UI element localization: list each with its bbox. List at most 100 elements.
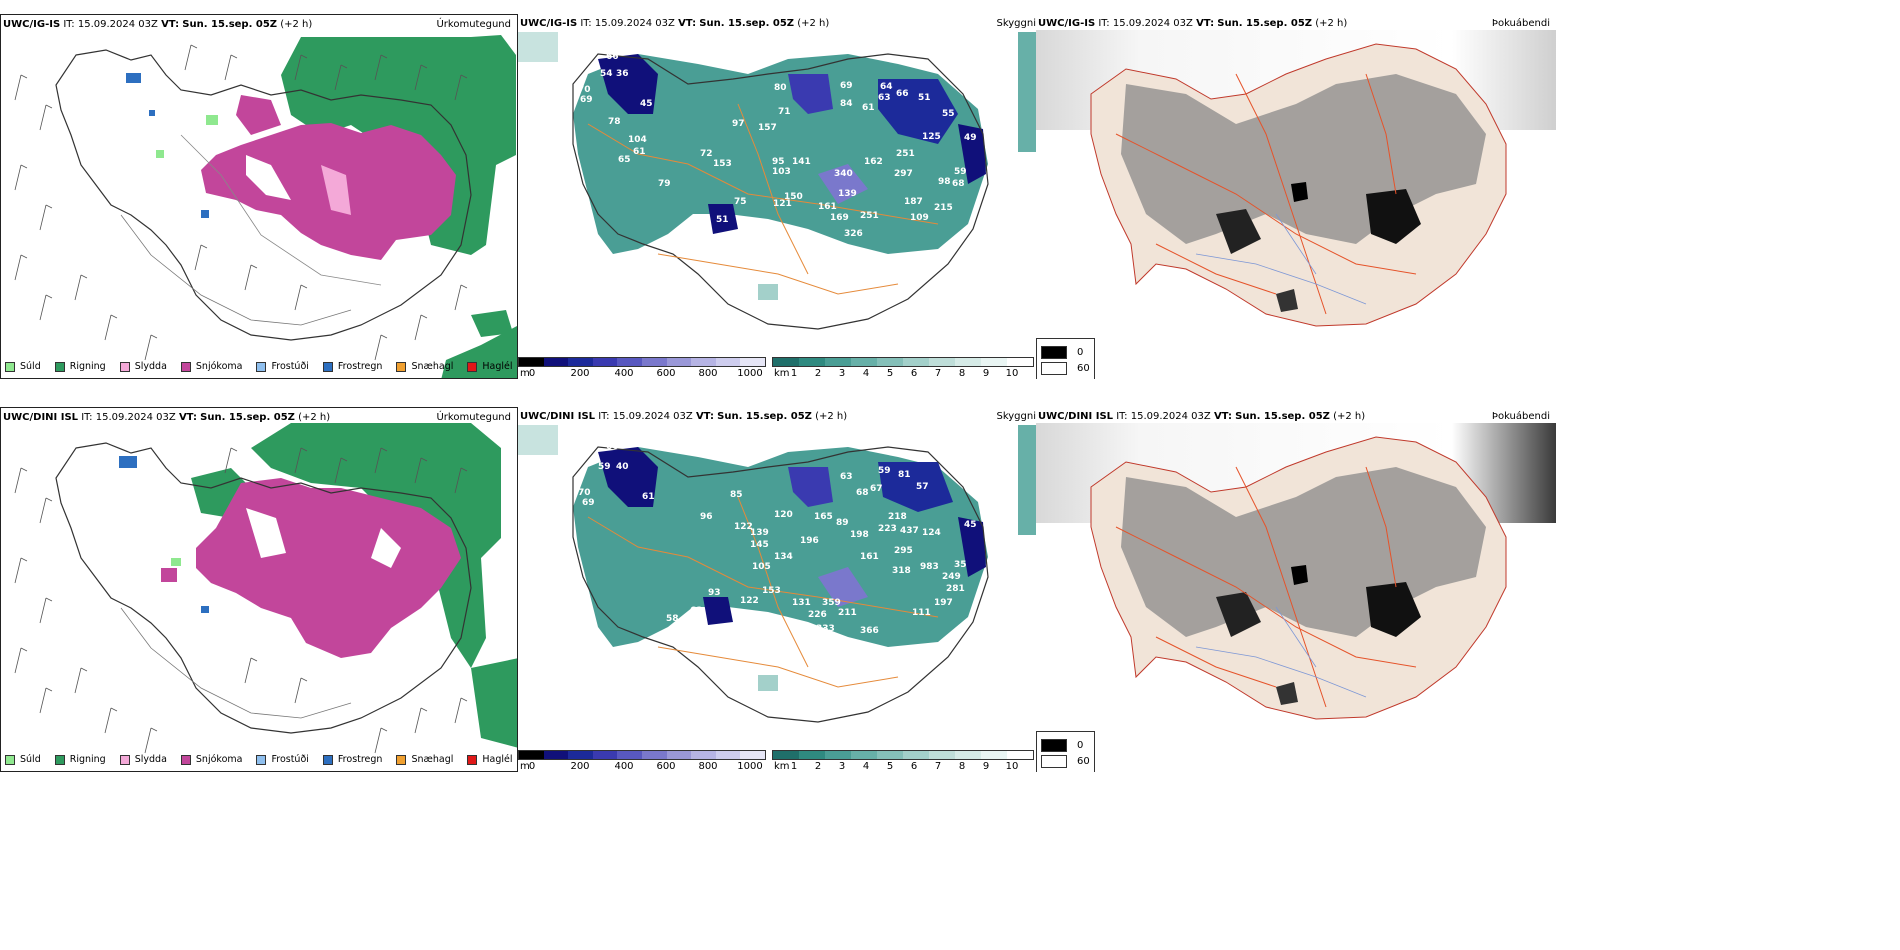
- cloud-base-value: 161: [818, 202, 837, 212]
- cloud-base-value: 68: [952, 179, 965, 189]
- cloud-base-value: 59: [878, 466, 891, 476]
- legend-item: Rigning: [54, 754, 106, 765]
- precip-legend-bottom: Súld Rigning Slydda Snjókoma Frostúði Fr…: [5, 754, 513, 765]
- colorbar-tick: 800: [698, 368, 718, 379]
- precip-map-bottom: [14, 423, 517, 754]
- panel-title-cloud-top: UWC/IG-IS IT: 15.09.2024 03Z VT: Sun. 15…: [520, 18, 830, 29]
- cloud-base-value: 295: [894, 546, 913, 556]
- precip-legend-top: Súld Rigning Slydda Snjókoma Frostúði Fr…: [5, 361, 513, 372]
- colorbar-tick: 10: [1005, 761, 1019, 772]
- cloud-base-value: 218: [888, 512, 907, 522]
- cloud-base-value: 297: [894, 169, 913, 179]
- cloud-base-value: 66: [896, 89, 909, 99]
- panel-title-fog-top: UWC/IG-IS IT: 15.09.2024 03Z VT: Sun. 15…: [1038, 18, 1348, 29]
- legend-item: Frostúði: [256, 754, 309, 765]
- fog-index-title: Þokuábendi: [1491, 411, 1550, 422]
- cloud-base-value: 69: [582, 498, 595, 508]
- colorbar-tick: 7: [934, 761, 942, 772]
- cloud-base-value: 251: [860, 211, 879, 221]
- cloud-base-value: 196: [800, 536, 819, 546]
- fog-legend-top: 0 60: [1036, 338, 1095, 379]
- visibility-colorbar-top: km 1 2 3 4 5 6 7 8 9 10: [772, 357, 1034, 379]
- cloud-base-value: 134: [774, 552, 793, 562]
- precip-map-top: [14, 35, 517, 378]
- cloud-base-value: 58: [666, 614, 679, 624]
- panel-title-precip-bottom: UWC/DINI ISL IT: 15.09.2024 03Z VT: Sun.…: [3, 412, 331, 423]
- colorbar-tick: 1: [790, 761, 798, 772]
- legend-item: Frostregn: [322, 754, 382, 765]
- cloud-base-value: 75: [734, 197, 747, 207]
- cloud-base-value: 139: [750, 528, 769, 538]
- cloud-base-value: 81: [898, 470, 911, 480]
- legend-item: Frostúði: [256, 361, 309, 372]
- legend-item: Súld: [5, 361, 41, 372]
- colorbar-tick: 2: [814, 761, 822, 772]
- cloud-base-value: 145: [750, 540, 769, 550]
- legend-item: Slydda: [119, 361, 167, 372]
- cloud-base-value: 69: [580, 95, 593, 105]
- precip-type-title: Úrkomutegund: [436, 19, 511, 30]
- colorbar-tick: 1: [790, 368, 798, 379]
- cloud-visibility-panel-top: 66 54 36 45 70 69 78 104 65 61 79 51 75 …: [518, 14, 1036, 379]
- colorbar-tick: 600: [656, 368, 676, 379]
- colorbar-tick: 1000: [737, 368, 763, 379]
- cloud-base-value: 57: [916, 482, 929, 492]
- cloud-base-value: 51: [716, 215, 729, 225]
- cloud-base-value: 104: [628, 135, 647, 145]
- colorbar-tick: 6: [910, 368, 918, 379]
- cloud-base-value: 122: [734, 522, 753, 532]
- colorbar-tick: 9: [982, 368, 990, 379]
- fog-legend-item: 60: [1041, 362, 1090, 375]
- cloud-base-value: 95: [772, 157, 785, 167]
- legend-item: Haglél: [467, 754, 513, 765]
- cloud-base-value: 340: [834, 169, 853, 179]
- colorbar-tick: 800: [698, 761, 718, 772]
- cloud-base-value: 120: [774, 510, 793, 520]
- cloud-base-value: 162: [864, 157, 883, 167]
- legend-item: Slydda: [119, 754, 167, 765]
- cloud-base-value: 215: [934, 203, 953, 213]
- fog-map-top: [1036, 30, 1556, 327]
- colorbar-tick: 400: [614, 368, 634, 379]
- cloud-base-value: 62: [690, 606, 703, 616]
- fog-index-panel-top: UWC/IG-IS IT: 15.09.2024 03Z VT: Sun. 15…: [1036, 14, 1556, 379]
- cloud-base-value: 85: [730, 490, 743, 500]
- precip-type-title: Úrkomutegund: [436, 412, 511, 423]
- cloud-base-value: 61: [642, 492, 655, 502]
- colorbar-tick: 10: [1005, 368, 1019, 379]
- cloud-base-value: 69: [840, 81, 853, 91]
- legend-item: Snjókoma: [180, 361, 242, 372]
- cloud-base-value: 187: [904, 197, 923, 207]
- legend-item: Haglél: [467, 361, 513, 372]
- cloud-base-value: 139: [838, 189, 857, 199]
- fog-index-panel-bottom: UWC/DINI ISL IT: 15.09.2024 03Z VT: Sun.…: [1036, 407, 1556, 772]
- cloud-base-value: 105: [752, 562, 771, 572]
- precip-type-panel-bottom: UWC/DINI ISL IT: 15.09.2024 03Z VT: Sun.…: [0, 407, 518, 772]
- colorbar-tick: 0: [528, 761, 536, 772]
- cloud-base-value: 40: [616, 462, 629, 472]
- cloud-base-value: 165: [814, 512, 833, 522]
- cloud-base-value: 198: [850, 530, 869, 540]
- colorbar-tick: 200: [570, 368, 590, 379]
- colorbar-tick: 4: [862, 368, 870, 379]
- cloud-base-value: 98: [938, 177, 951, 187]
- cloud-base-value: 197: [934, 598, 953, 608]
- cloud-base-value: 67: [870, 484, 883, 494]
- cloud-base-value: 983: [920, 562, 939, 572]
- cloud-base-value: 109: [910, 213, 929, 223]
- cloud-base-value: 326: [844, 229, 863, 239]
- colorbar-tick: 5: [886, 368, 894, 379]
- cloud-base-value: 150: [784, 192, 803, 202]
- cloud-base-value: 169: [830, 213, 849, 223]
- cloud-map-top: 66 54 36 45 70 69 78 104 65 61 79 51 75 …: [518, 32, 1036, 330]
- cloud-base-value: 318: [892, 566, 911, 576]
- cloud-base-value: 249: [942, 572, 961, 582]
- cloud-base-value: 122: [740, 596, 759, 606]
- colorbar-tick: 8: [958, 368, 966, 379]
- cloud-base-value: 51: [918, 93, 931, 103]
- panel-title-precip-top: UWC/IG-IS IT: 15.09.2024 03Z VT: Sun. 15…: [3, 19, 313, 30]
- cloud-base-value: 89: [836, 518, 849, 528]
- cloud-base-value: 153: [762, 586, 781, 596]
- legend-item: Snæhagl: [396, 361, 453, 372]
- cloud-base-value: 96: [700, 512, 713, 522]
